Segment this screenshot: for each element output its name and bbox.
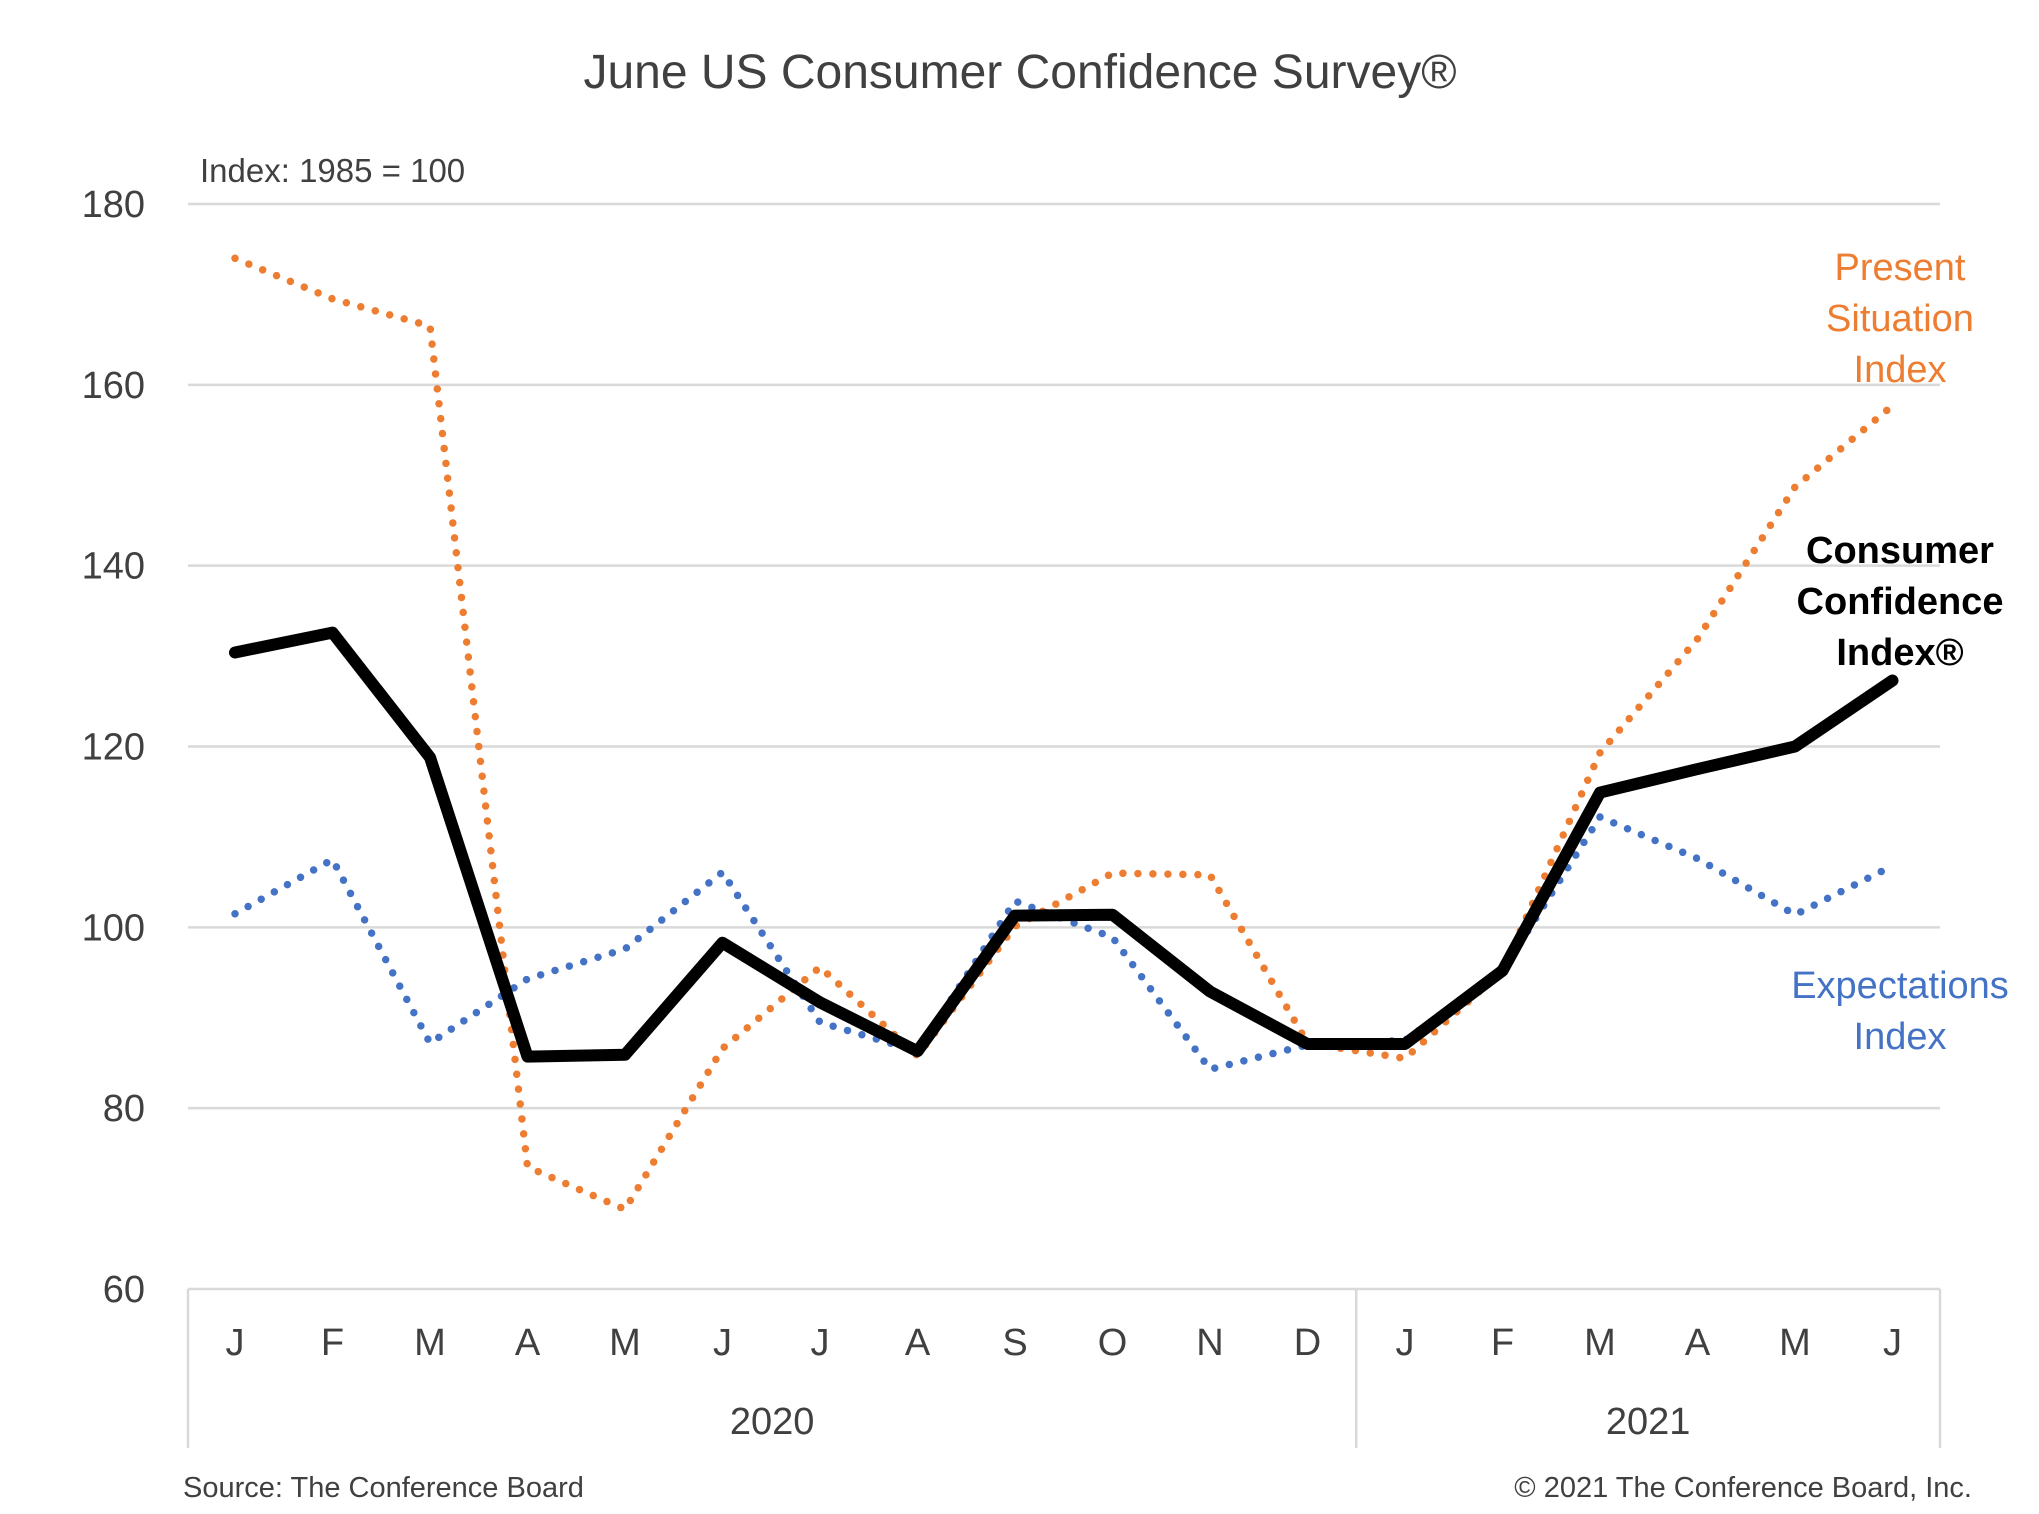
x-tick-label: N [1196, 1322, 1223, 1364]
series-label-present: Present [1835, 247, 1966, 289]
copyright-note: © 2021 The Conference Board, Inc. [1514, 1472, 1972, 1504]
x-tick-label: O [1098, 1322, 1128, 1364]
series-label-expectations: Expectations [1791, 965, 2009, 1007]
series-labels: Present Situation Index Expectations Index Co… [1791, 247, 2009, 1058]
y-tick-label: 180 [82, 184, 145, 226]
x-tick-label: J [1396, 1322, 1415, 1364]
x-tick-label: M [1779, 1322, 1811, 1364]
series-label-consumer: Index® [1836, 632, 1963, 674]
x-tick-label: F [321, 1322, 344, 1364]
series-line-consumer [229, 626, 1899, 1063]
y-tick-label: 140 [82, 546, 145, 588]
y-tick-label: 80 [103, 1088, 145, 1130]
x-tick-label: M [609, 1322, 641, 1364]
index-base-note: Index: 1985 = 100 [200, 152, 465, 189]
x-tick-label: J [226, 1322, 245, 1364]
series-label-consumer: Confidence [1797, 581, 2004, 623]
y-axis-ticks: 60 80 100 120 140 160 180 [82, 184, 145, 1311]
x-tick-label: A [1685, 1322, 1711, 1364]
y-tick-label: 100 [82, 907, 145, 949]
x-tick-label: A [515, 1322, 541, 1364]
series-line-expectations [231, 813, 1897, 1074]
series-label-expectations: Index [1854, 1016, 1947, 1058]
series-line-present [231, 254, 1897, 1214]
source-note: Source: The Conference Board [183, 1472, 584, 1504]
series-lines [229, 254, 1899, 1214]
y-tick-label: 120 [82, 727, 145, 769]
x-tick-label: S [1002, 1322, 1027, 1364]
y-tick-label: 60 [103, 1269, 145, 1311]
year-label: 2020 [730, 1401, 815, 1443]
y-tick-label: 160 [82, 365, 145, 407]
year-label: 2021 [1606, 1401, 1691, 1443]
x-tick-label: F [1491, 1322, 1514, 1364]
chart-title: June US Consumer Confidence Survey® [583, 46, 1456, 99]
series-label-present: Index [1854, 349, 1947, 391]
series-label-present: Situation [1826, 298, 1974, 340]
x-tick-label: M [414, 1322, 446, 1364]
x-tick-label: D [1294, 1322, 1321, 1364]
x-tick-label: J [1883, 1322, 1902, 1364]
x-tick-label: J [713, 1322, 732, 1364]
x-tick-label: A [905, 1322, 931, 1364]
x-axis: J F M A M J J A S O N D J F M A M J 2020 2021 [186, 1289, 1942, 1448]
x-tick-label: J [811, 1322, 830, 1364]
series-label-consumer: Consumer [1806, 530, 1994, 572]
gridlines [188, 202, 1940, 1291]
x-tick-label: M [1584, 1322, 1616, 1364]
